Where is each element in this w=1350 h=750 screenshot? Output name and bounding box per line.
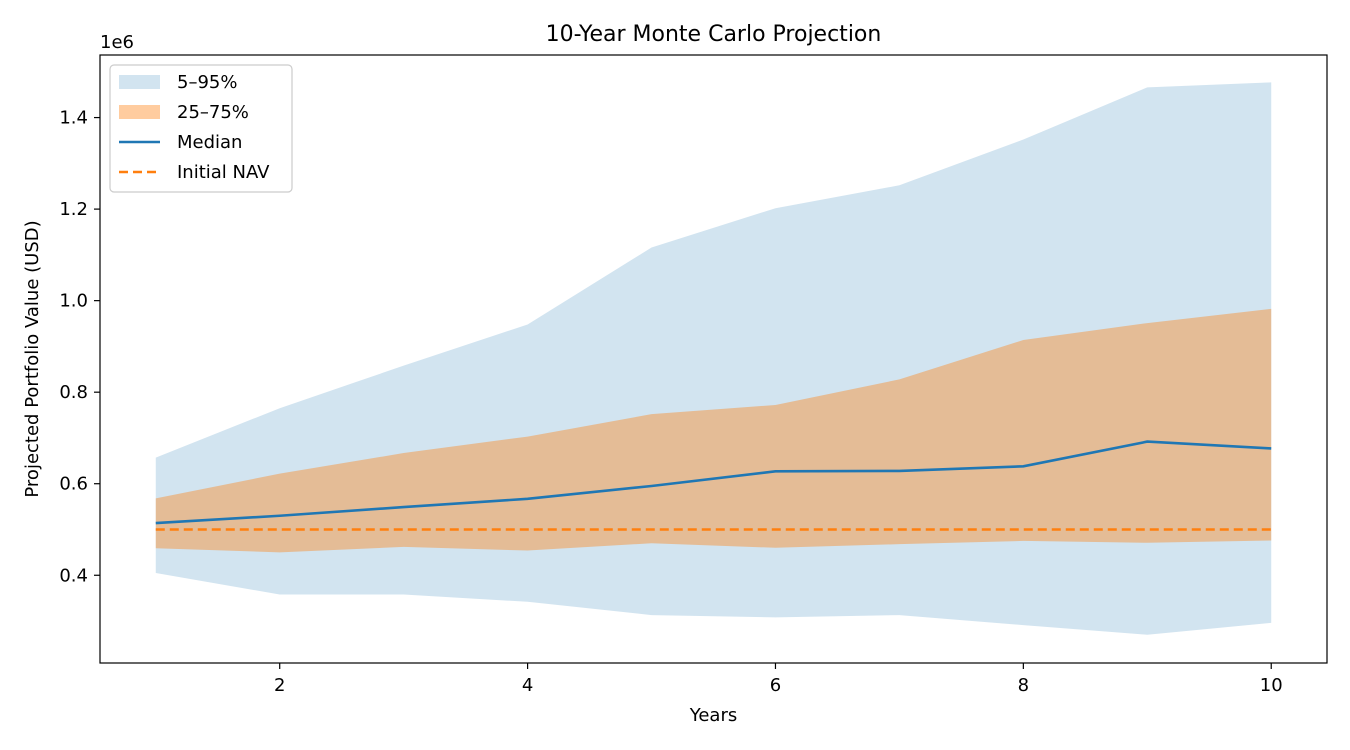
x-tick-label: 6 [770, 675, 781, 696]
x-tick-label: 8 [1018, 675, 1029, 696]
y-offset-label: 1e6 [100, 32, 134, 53]
legend-swatch-25-75 [119, 105, 160, 119]
legend-label-initial-nav: Initial NAV [177, 162, 270, 183]
plot-area [155, 82, 1272, 635]
axes-frame [99, 54, 1328, 664]
line-median [155, 440, 1272, 525]
chart-title: 10-Year Monte Carlo Projection [546, 22, 882, 47]
band-25-75 [155, 308, 1272, 553]
y-tick-label: 0.6 [59, 474, 88, 495]
legend-label-25-75: 25–75% [177, 102, 249, 123]
x-axis-label: Years [689, 705, 738, 726]
y-axis: 0.4 0.6 0.8 1.0 1.2 1.4 [59, 108, 100, 586]
band-5-95 [155, 82, 1272, 635]
y-tick-label: 0.8 [59, 382, 88, 403]
x-tick-label: 4 [522, 675, 533, 696]
x-axis: 2 4 6 8 10 [274, 663, 1283, 696]
y-tick-label: 1.2 [59, 199, 88, 220]
y-axis-label: Projected Portfolio Value (USD) [22, 220, 43, 497]
y-tick-label: 1.0 [59, 291, 88, 312]
legend-swatch-5-95 [119, 75, 160, 89]
x-tick-label: 2 [274, 675, 285, 696]
legend-label-5-95: 5–95% [177, 72, 237, 93]
y-tick-label: 1.4 [59, 108, 88, 129]
legend-frame [109, 64, 293, 193]
x-tick-label: 10 [1260, 675, 1283, 696]
y-tick-label: 0.4 [59, 565, 88, 586]
legend-label-median: Median [177, 132, 242, 153]
legend: 5–95% 25–75% Median Initial NAV [109, 64, 293, 193]
